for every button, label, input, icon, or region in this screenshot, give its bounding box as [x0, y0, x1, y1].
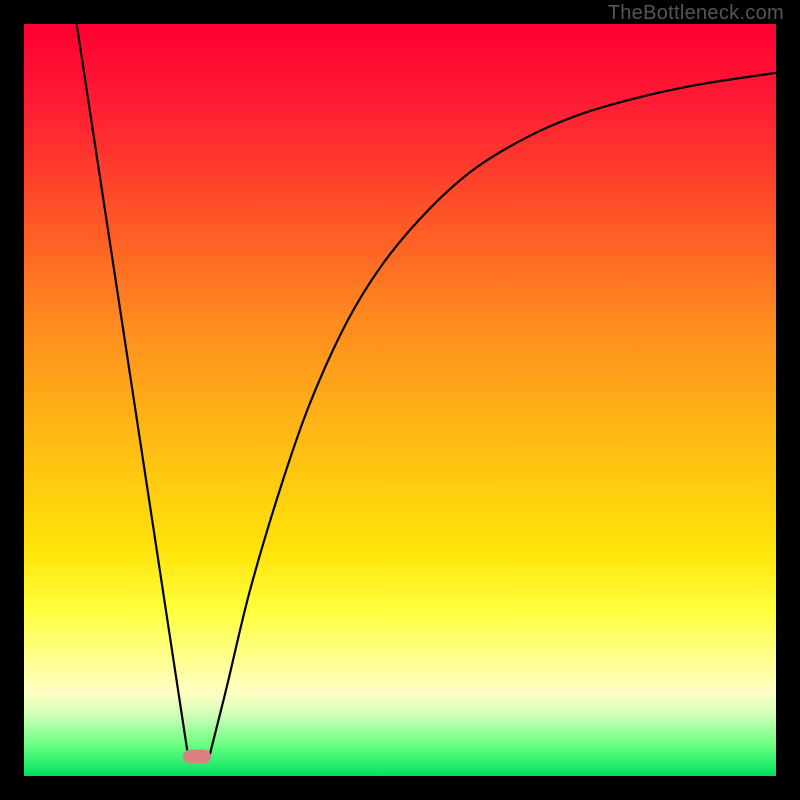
plot-area	[24, 24, 776, 776]
chart-svg	[24, 24, 776, 776]
chart-container: TheBottleneck.com	[0, 0, 800, 800]
watermark-text: TheBottleneck.com	[608, 2, 784, 25]
minimum-marker	[183, 750, 210, 763]
gradient-background	[24, 24, 776, 776]
